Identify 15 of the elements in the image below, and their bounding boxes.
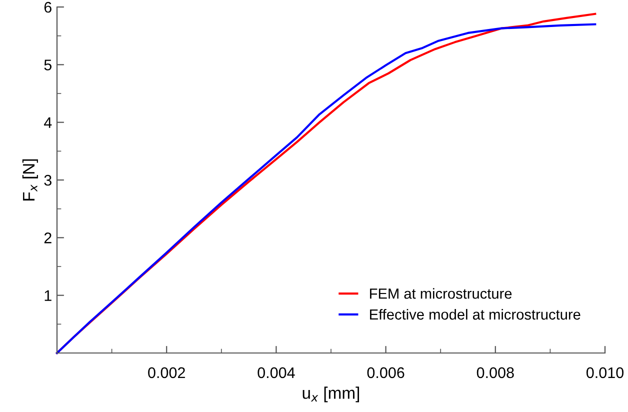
x-tick-label: 0.010 [586,367,624,378]
legend-label: Effective model at microstructure [370,308,580,320]
x-tick-label: 0.006 [367,367,404,378]
y-tick-label: 5 [44,60,52,70]
y-axis-title: F$_{x}$ [N] [22,159,38,200]
y-tick-label: 4 [44,117,52,128]
x-axis-title: u$_{x}$ [mm] [302,386,360,402]
y-tick-label: 3 [44,174,52,186]
y-tick-label: 1 [44,290,52,301]
legend-label: FEM at microstructure [370,288,512,299]
x-tick-label: 0.008 [476,367,514,378]
x-tick-label: 0.002 [148,367,185,378]
x-tick-label: 0.004 [258,367,295,378]
y-tick-label: 2 [44,232,52,244]
y-tick-label: 6 [44,2,52,13]
